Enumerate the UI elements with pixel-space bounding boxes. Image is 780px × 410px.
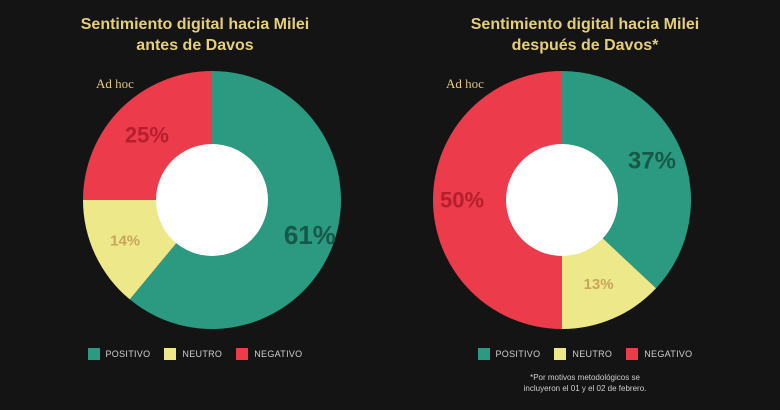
slice-label-negativo: 50%	[440, 188, 484, 213]
brand-logo-part2: hoc	[465, 76, 484, 91]
legend-label-positivo: POSITIVO	[495, 349, 541, 359]
slice-label-positivo: 37%	[628, 148, 676, 175]
slice-label-negativo: 25%	[125, 122, 169, 147]
donut-chart-before: 61% 14% 25%	[83, 71, 341, 329]
donut-hole	[506, 144, 618, 256]
legend-swatch-neutro	[554, 348, 567, 360]
legend-swatch-negativo	[236, 348, 249, 360]
brand-logo: Ad hoc	[446, 76, 484, 92]
legend-label-neutro: NEUTRO	[182, 349, 223, 359]
legend-swatch-positivo	[477, 348, 490, 360]
legend-item-positivo: POSITIVO	[87, 348, 151, 360]
slice-positivo	[562, 71, 691, 289]
chart-title-line2: antes de Davos	[136, 37, 254, 54]
legend-after: POSITIVO NEUTRO NEGATIVO	[390, 348, 780, 360]
legend-label-negativo: NEGATIVO	[254, 349, 303, 359]
legend-item-neutro: NEUTRO	[554, 348, 612, 360]
footnote-line2: incluyeron el 01 y el 02 de febrero.	[523, 384, 647, 393]
legend-swatch-positivo	[87, 348, 100, 360]
legend-item-neutro: NEUTRO	[164, 348, 222, 360]
legend-swatch-neutro	[164, 348, 177, 360]
legend-label-positivo: POSITIVO	[105, 349, 151, 359]
chart-title-line1: Sentimiento digital hacia Milei	[470, 16, 700, 33]
legend-label-neutro: NEUTRO	[572, 349, 613, 359]
chart-panel-after: Sentimiento digital hacia Milei después …	[390, 0, 780, 410]
slice-label-neutro: 14%	[110, 232, 140, 249]
chart-panel-before: Sentimiento digital hacia Milei antes de…	[0, 14, 390, 360]
chart-title-line1: Sentimiento digital hacia Milei	[80, 16, 310, 33]
legend-item-negativo: NEGATIVO	[236, 348, 302, 360]
legend-item-positivo: POSITIVO	[477, 348, 541, 360]
slice-label-positivo: 61%	[284, 220, 336, 250]
brand-logo: Ad hoc	[96, 76, 134, 92]
legend-label-negativo: NEGATIVO	[644, 349, 693, 359]
donut-hole	[156, 144, 268, 256]
chart-title-before: Sentimiento digital hacia Milei antes de…	[0, 14, 390, 56]
brand-logo-part1: Ad	[96, 76, 112, 91]
brand-logo-part1: Ad	[446, 76, 462, 91]
legend-swatch-negativo	[626, 348, 639, 360]
donut-chart-after: 37% 13% 50%	[433, 71, 691, 329]
brand-logo-part2: hoc	[115, 76, 134, 91]
slice-negativo	[433, 71, 562, 329]
footnote-line1: *Por motivos metodológicos se	[530, 373, 640, 382]
legend-before: POSITIVO NEUTRO NEGATIVO	[0, 348, 390, 360]
chart-title-line2: después de Davos*	[511, 37, 659, 54]
footnote: *Por motivos metodológicos se incluyeron…	[390, 372, 780, 394]
legend-item-negativo: NEGATIVO	[626, 348, 692, 360]
slice-label-neutro: 13%	[584, 276, 614, 293]
chart-title-after: Sentimiento digital hacia Milei después …	[390, 14, 780, 56]
